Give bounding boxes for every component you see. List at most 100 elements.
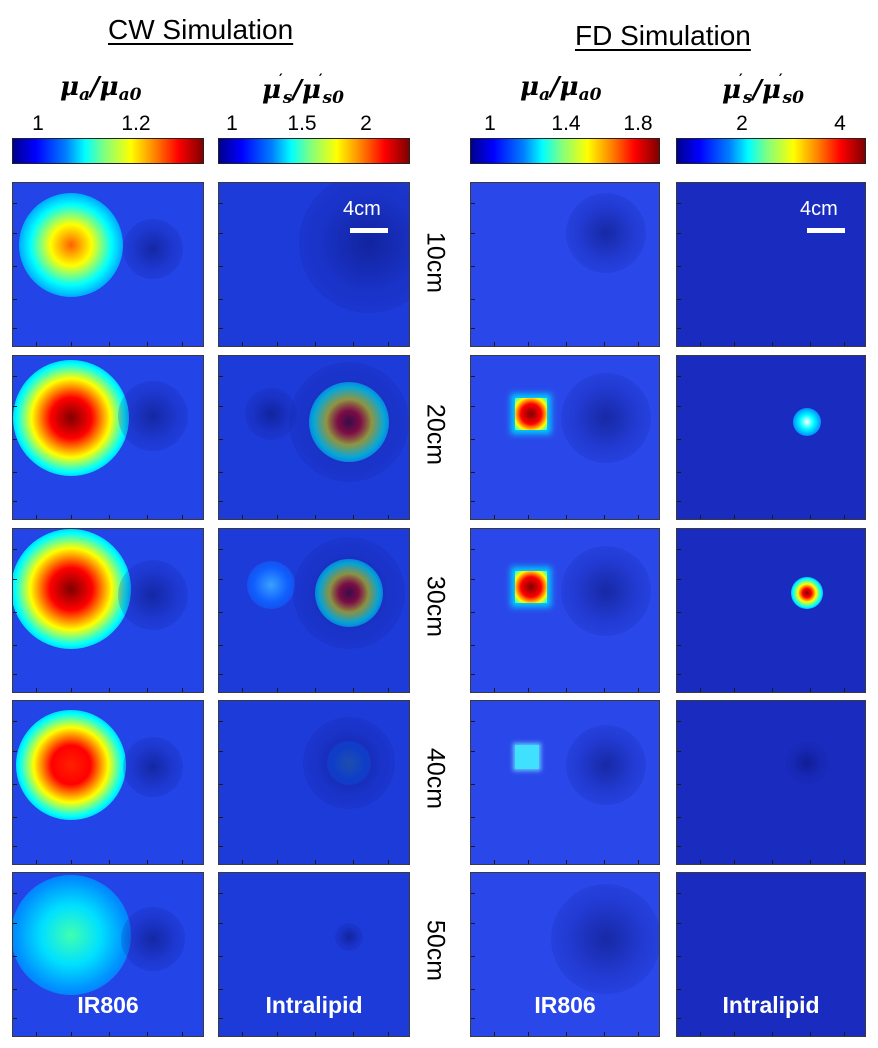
axis-tick: [471, 644, 475, 646]
row-label-40cm: 40cm: [421, 747, 450, 810]
axis-tick: [387, 688, 389, 692]
axis-tick: [471, 816, 475, 818]
axis-tick: [844, 342, 846, 346]
axis-tick: [772, 688, 773, 692]
panel-cw-ir806-row-1: [12, 182, 204, 347]
axis-tick: [276, 1032, 278, 1036]
axis-tick: [219, 750, 223, 752]
axis-tick: [36, 1032, 38, 1036]
column-label-intralipid-fd: Intralipid: [722, 992, 820, 1018]
panel-cw-ir806-row-5: [12, 872, 204, 1037]
axis-tick: [353, 688, 355, 692]
axis-tick: [844, 515, 846, 519]
fd-simulation-title: FD Simulation: [575, 20, 751, 51]
tick-label: 4: [834, 112, 846, 135]
panel-fd-intralipid-row-1: [676, 182, 866, 347]
axis-tick: [36, 860, 38, 864]
axis-tick: [528, 515, 529, 519]
axis-tick: [353, 860, 355, 864]
tick-label: 1.4: [551, 112, 581, 135]
axis-tick: [677, 816, 681, 818]
axis-tick: [566, 342, 567, 346]
panel-fd-intralipid-row-5: [676, 872, 866, 1037]
axis-tick: [566, 1032, 567, 1036]
axis-tick: [471, 611, 475, 613]
axis-tick: [13, 783, 17, 785]
axis-tick: [810, 860, 811, 864]
axis-tick: [13, 674, 17, 676]
axis-tick: [181, 342, 183, 346]
inclusion-blob: [293, 537, 405, 649]
axis-tick: [677, 674, 681, 676]
axis-tick: [677, 548, 681, 550]
panel-cw-intralipid-row-2: [218, 355, 410, 520]
axis-tick: [471, 922, 475, 924]
axis-tick: [219, 644, 223, 646]
cw-absorption-ratio-label: μa/μa0: [60, 72, 142, 105]
scale-bar-cw: [350, 228, 388, 233]
axis-tick: [677, 578, 681, 580]
axis-tick: [13, 405, 17, 407]
axis-tick: [13, 501, 17, 503]
axis-tick: [219, 202, 223, 204]
axis-tick: [677, 644, 681, 646]
axis-tick: [772, 342, 773, 346]
axis-tick: [699, 1032, 701, 1036]
scale-bar-label-cw: 4cm: [343, 198, 381, 220]
inclusion-blob: [245, 388, 297, 440]
axis-tick: [528, 688, 529, 692]
axis-tick: [276, 342, 278, 346]
axis-tick: [70, 1032, 72, 1036]
axis-tick: [677, 232, 681, 234]
axis-tick: [70, 342, 72, 346]
axis-tick: [471, 438, 475, 440]
axis-tick: [13, 846, 17, 848]
inclusion-blob: [303, 717, 395, 809]
axis-tick: [677, 846, 681, 848]
axis-tick: [13, 548, 17, 550]
axis-tick: [181, 515, 183, 519]
axis-tick: [147, 342, 149, 346]
axis-tick: [471, 375, 475, 377]
inclusion-blob: [123, 737, 183, 797]
axis-tick: [387, 860, 389, 864]
axis-tick: [734, 515, 735, 519]
axis-tick: [471, 750, 475, 752]
axis-tick: [219, 816, 223, 818]
axis-tick: [315, 515, 316, 519]
square-inclusion: [515, 571, 547, 603]
axis-tick: [528, 1032, 529, 1036]
axis-tick: [109, 342, 110, 346]
row-label-20cm: 20cm: [421, 403, 450, 466]
panel-fd-ir806-row-2: [470, 355, 660, 520]
axis-tick: [219, 578, 223, 580]
inclusion-blob: [551, 884, 659, 994]
axis-tick: [13, 816, 17, 818]
axis-tick: [677, 988, 681, 990]
axis-tick: [387, 1032, 389, 1036]
axis-tick: [242, 1032, 244, 1036]
fd-absorption-ratio-label: μa/μa0: [520, 72, 602, 105]
axis-tick: [219, 720, 223, 722]
axis-tick: [493, 515, 495, 519]
axis-tick: [810, 1032, 811, 1036]
axis-tick: [677, 720, 681, 722]
inclusion-blob: [289, 362, 409, 482]
axis-tick: [242, 860, 244, 864]
axis-tick: [109, 860, 110, 864]
axis-tick: [70, 688, 72, 692]
axis-tick: [471, 578, 475, 580]
tick-label: 2: [360, 112, 372, 135]
tick-label: 1: [32, 112, 44, 135]
axis-tick: [315, 1032, 316, 1036]
cw-abs-colorbar: [12, 138, 204, 164]
axis-tick: [604, 1032, 605, 1036]
inclusion-blob: [16, 710, 126, 820]
axis-tick: [147, 515, 149, 519]
inclusion-blob: [19, 193, 123, 297]
column-label-intralipid-cw: Intralipid: [265, 992, 363, 1018]
axis-tick: [13, 298, 17, 300]
panel-cw-intralipid-row-4: [218, 700, 410, 865]
axis-tick: [566, 688, 567, 692]
axis-tick: [13, 375, 17, 377]
